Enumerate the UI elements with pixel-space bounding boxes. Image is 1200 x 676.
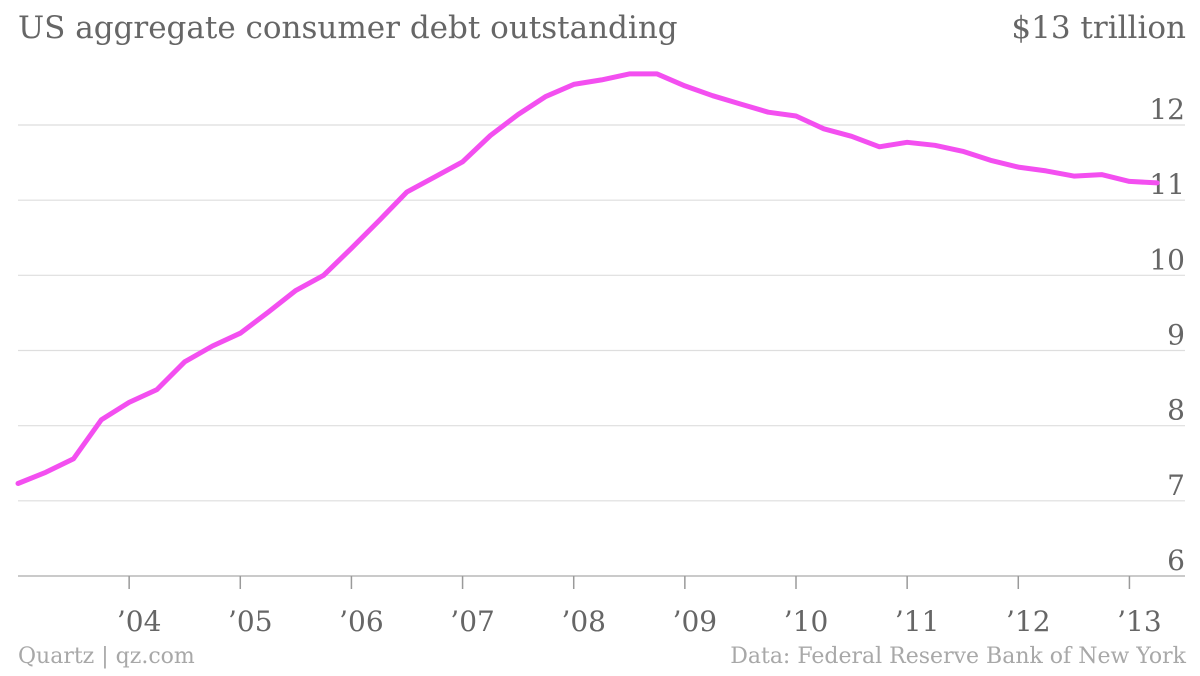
- y-tick-label: 9: [1167, 319, 1185, 352]
- y-tick-label: 6: [1167, 544, 1185, 577]
- gridlines: [18, 124, 1185, 577]
- x-tick-label: ’10: [784, 605, 829, 638]
- x-tick-label: ’05: [228, 605, 273, 638]
- x-axis-labels: ’04 ’05 ’06 ’07 ’08 ’09 ’10 ’11 ’12 ’13: [117, 605, 1162, 638]
- x-tick-label: ’12: [1006, 605, 1051, 638]
- x-tick-label: ’11: [895, 605, 940, 638]
- x-tick-label: ’06: [339, 605, 384, 638]
- source-text: Data: Federal Reserve Bank of New York: [730, 644, 1186, 669]
- y-tick-label: 10: [1149, 243, 1185, 276]
- x-tick-label: ’09: [673, 605, 718, 638]
- chart-title: US aggregate consumer debt outstanding: [18, 10, 678, 46]
- x-tick-label: ’13: [1117, 605, 1162, 638]
- series-line: [15, 71, 1160, 486]
- y-tick-label: 8: [1167, 394, 1185, 427]
- x-axis: [128, 576, 1131, 589]
- credit-text: Quartz | qz.com: [18, 644, 195, 669]
- y-tick-label: 12: [1149, 93, 1185, 126]
- x-tick-label: ’07: [450, 605, 495, 638]
- y-tick-label: 7: [1167, 469, 1185, 502]
- x-tick-label: ’04: [117, 605, 162, 638]
- x-tick-label: ’08: [561, 605, 606, 638]
- series: [15, 71, 1160, 486]
- y-unit-label: $13 trillion: [1011, 10, 1186, 46]
